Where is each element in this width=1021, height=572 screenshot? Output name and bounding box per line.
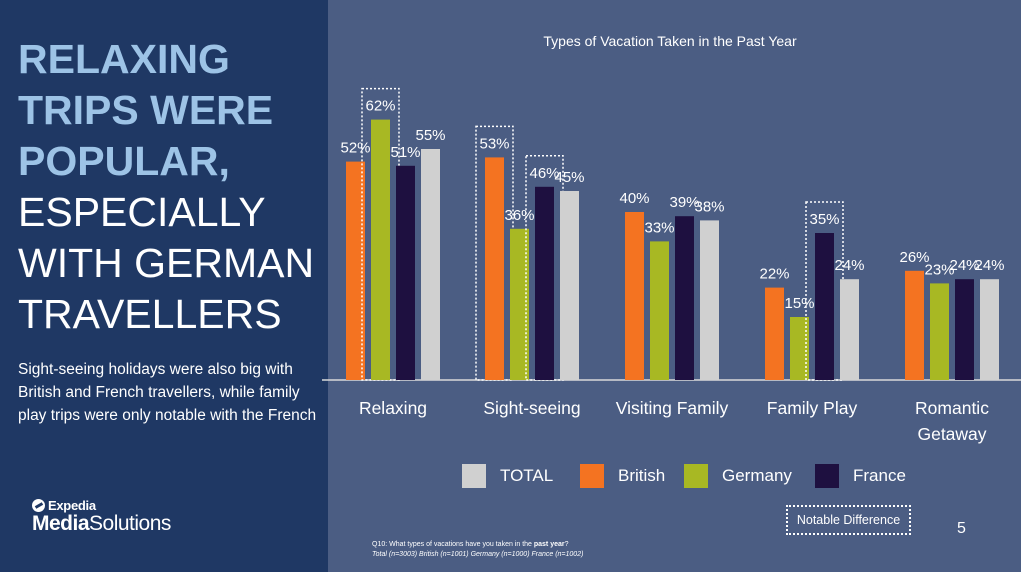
data-label-relaxing-total: 55%: [415, 127, 445, 144]
bar-romantic-getaway-germany: [930, 283, 949, 380]
bar-romantic-getaway-british: [905, 270, 924, 380]
headline-line-2: TRIPS WERE: [18, 87, 274, 133]
headline-line-1: RELAXING: [18, 36, 230, 82]
category-label-relaxing: Relaxing: [359, 398, 427, 418]
chart-title: Types of Vacation Taken in the Past Year: [543, 33, 797, 49]
data-label-visiting-family-british: 40%: [619, 190, 649, 207]
data-label-romantic-getaway-germany: 23%: [924, 261, 954, 278]
bar-sight-seeing-total: [560, 191, 579, 380]
legend-label-total: TOTAL: [500, 466, 554, 485]
subtext: Sight-seeing holidays were also big with…: [18, 361, 317, 424]
category-label-visiting-family: Visiting Family: [616, 398, 729, 418]
bar-sight-seeing-france: [535, 186, 554, 380]
footnote-question-suffix: ?: [564, 541, 569, 548]
data-label-relaxing-germany: 62%: [365, 98, 395, 115]
headline-line-5: WITH GERMAN: [18, 240, 315, 286]
logo-brand-top: Expedia: [48, 498, 96, 513]
notable-difference-legend: Notable Difference: [786, 505, 911, 535]
data-label-relaxing-france: 51%: [390, 144, 420, 161]
category-label-romantic-getaway: Romantic Getaway: [915, 398, 989, 444]
bar-visiting-family-british: [625, 212, 644, 380]
footnote-sample: Total (n=3003) British (n=1001) Germany …: [372, 551, 584, 558]
legend-label-france: France: [853, 466, 906, 485]
bar-family-play-british: [765, 287, 784, 380]
data-label-sight-seeing-germany: 36%: [504, 207, 534, 224]
legend-item-british: British: [580, 464, 665, 488]
data-label-sight-seeing-british: 53%: [479, 135, 509, 152]
bar-relaxing-british: [346, 161, 365, 380]
data-label-visiting-family-total: 38%: [694, 198, 724, 215]
logo-brand-rest: Solutions: [89, 512, 171, 535]
logo-top: Expedia: [32, 498, 171, 513]
bar-sight-seeing-british: [485, 157, 504, 380]
legend-swatch-germany: [684, 464, 708, 488]
headline-line-6: TRAVELLERS: [18, 291, 282, 337]
legend-label-british: British: [618, 466, 666, 485]
footnote-question-prefix: Q10: What types of vacations have you ta…: [372, 541, 534, 548]
data-label-romantic-getaway-total: 24%: [974, 257, 1004, 274]
headline: RELAXING TRIPS WERE POPULAR, ESPECIALLY …: [18, 34, 314, 340]
data-label-family-play-germany: 15%: [784, 295, 814, 312]
data-label-romantic-getaway-france: 24%: [949, 257, 979, 274]
legend-swatch-total: [462, 464, 486, 488]
bar-family-play-total: [840, 279, 859, 380]
logo-brand-bold: Media: [32, 512, 90, 535]
data-label-visiting-family-germany: 33%: [644, 219, 674, 236]
expedia-media-solutions-logo: Expedia MediaSolutions: [32, 498, 171, 536]
legend-swatch-france: [815, 464, 839, 488]
bar-visiting-family-germany: [650, 241, 669, 380]
footnote: Q10: What types of vacations have you ta…: [372, 540, 583, 560]
data-label-family-play-france: 35%: [809, 211, 839, 228]
data-label-romantic-getaway-british: 26%: [899, 249, 929, 266]
bar-romantic-getaway-france: [955, 279, 974, 380]
data-label-sight-seeing-total: 45%: [554, 169, 584, 186]
legend-item-total: TOTAL: [462, 464, 553, 488]
bar-visiting-family-total: [700, 220, 719, 380]
data-label-family-play-total: 24%: [834, 257, 864, 274]
legend-label-germany: Germany: [722, 466, 792, 485]
legend-swatch-british: [580, 464, 604, 488]
bar-sight-seeing-germany: [510, 228, 529, 380]
headline-line-3: POPULAR,: [18, 138, 230, 184]
category-label-family-play: Family Play: [767, 398, 858, 418]
bar-relaxing-france: [396, 165, 415, 380]
page-number: 5: [957, 520, 966, 537]
bar-relaxing-germany: [371, 119, 390, 380]
bar-romantic-getaway-total: [980, 279, 999, 380]
data-label-family-play-british: 22%: [759, 266, 789, 283]
headline-line-4: ESPECIALLY: [18, 189, 266, 235]
category-label-sight-seeing: Sight-seeing: [483, 398, 580, 418]
footnote-question: Q10: What types of vacations have you ta…: [372, 540, 583, 550]
data-label-visiting-family-france: 39%: [669, 194, 699, 211]
bar-visiting-family-france: [675, 216, 694, 380]
legend-item-germany: Germany: [684, 464, 792, 488]
data-label-sight-seeing-france: 46%: [529, 165, 559, 182]
notable-difference-label: Notable Difference: [796, 513, 901, 527]
footnote-question-bold: past year: [533, 541, 565, 548]
legend-item-france: France: [815, 464, 906, 488]
plane-icon: [32, 499, 45, 512]
bar-family-play-germany: [790, 317, 809, 380]
bar-family-play-france: [815, 233, 834, 380]
data-label-relaxing-british: 52%: [340, 140, 370, 157]
left-panel: RELAXING TRIPS WERE POPULAR, ESPECIALLY …: [0, 0, 328, 572]
bar-relaxing-total: [421, 149, 440, 380]
logo-bottom: MediaSolutions: [32, 512, 171, 536]
